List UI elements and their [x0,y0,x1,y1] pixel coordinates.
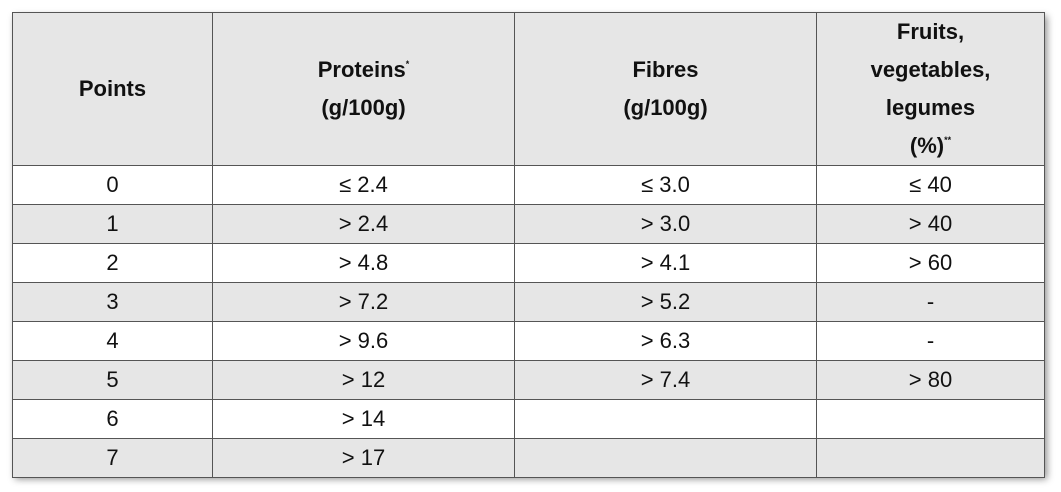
table-row: 1 > 2.4 > 3.0 > 40 [12,204,1045,244]
cell-fibres [514,399,817,439]
cell-fruits-vegetables-legumes [816,438,1045,478]
cell-proteins: > 17 [212,438,515,478]
header-proteins-footnote-mark: * [405,59,410,69]
header-fibres: Fibres (g/100g) [514,12,817,166]
header-fruits-vegetables-legumes: Fruits, vegetables, legumes (%)** [816,12,1045,166]
header-fvl-footnote-mark: ** [944,135,952,145]
header-points-label: Points [78,76,147,101]
header-proteins-label: Proteins [317,57,406,82]
header-proteins-unit: (g/100g) [321,95,406,120]
cell-proteins: ≤ 2.4 [212,165,515,205]
cell-fruits-vegetables-legumes: ≤ 40 [816,165,1045,205]
cell-points: 5 [12,360,213,400]
table-row: 5 > 12 > 7.4 > 80 [12,360,1045,400]
cell-proteins: > 12 [212,360,515,400]
cell-fibres: > 3.0 [514,204,817,244]
table-row: 0 ≤ 2.4 ≤ 3.0 ≤ 40 [12,165,1045,205]
cell-points: 7 [12,438,213,478]
cell-fibres: ≤ 3.0 [514,165,817,205]
cell-fruits-vegetables-legumes: > 60 [816,243,1045,283]
cell-fibres: > 7.4 [514,360,817,400]
cell-points: 6 [12,399,213,439]
cell-proteins: > 4.8 [212,243,515,283]
cell-proteins: > 14 [212,399,515,439]
header-proteins: Proteins* (g/100g) [212,12,515,166]
cell-fruits-vegetables-legumes: - [816,321,1045,361]
cell-proteins: > 2.4 [212,204,515,244]
header-fvl-unit: (%) [909,133,945,158]
cell-points: 0 [12,165,213,205]
cell-fruits-vegetables-legumes: > 80 [816,360,1045,400]
cell-points: 1 [12,204,213,244]
header-fibres-unit: (g/100g) [623,95,708,120]
header-fibres-label: Fibres [632,57,699,82]
cell-points: 4 [12,321,213,361]
header-fvl-line3: legumes [885,95,976,120]
table-row: 2 > 4.8 > 4.1 > 60 [12,243,1045,283]
points-table: Points Proteins* (g/100g) Fibres (g/100g… [12,12,1045,478]
table-row: 4 > 9.6 > 6.3 - [12,321,1045,361]
cell-proteins: > 9.6 [212,321,515,361]
table-row: 3 > 7.2 > 5.2 - [12,282,1045,322]
cell-fibres [514,438,817,478]
cell-fibres: > 6.3 [514,321,817,361]
header-row: Points Proteins* (g/100g) Fibres (g/100g… [12,12,1045,166]
cell-proteins: > 7.2 [212,282,515,322]
header-fvl-line1: Fruits, [896,19,965,44]
cell-fibres: > 4.1 [514,243,817,283]
table-frame: Points Proteins* (g/100g) Fibres (g/100g… [12,12,1045,478]
cell-points: 2 [12,243,213,283]
table-row: 7 > 17 [12,438,1045,478]
cell-fibres: > 5.2 [514,282,817,322]
table-row: 6 > 14 [12,399,1045,439]
cell-fruits-vegetables-legumes: > 40 [816,204,1045,244]
header-points: Points [12,12,213,166]
header-fvl-line2: vegetables, [870,57,991,82]
cell-fruits-vegetables-legumes [816,399,1045,439]
cell-fruits-vegetables-legumes: - [816,282,1045,322]
cell-points: 3 [12,282,213,322]
